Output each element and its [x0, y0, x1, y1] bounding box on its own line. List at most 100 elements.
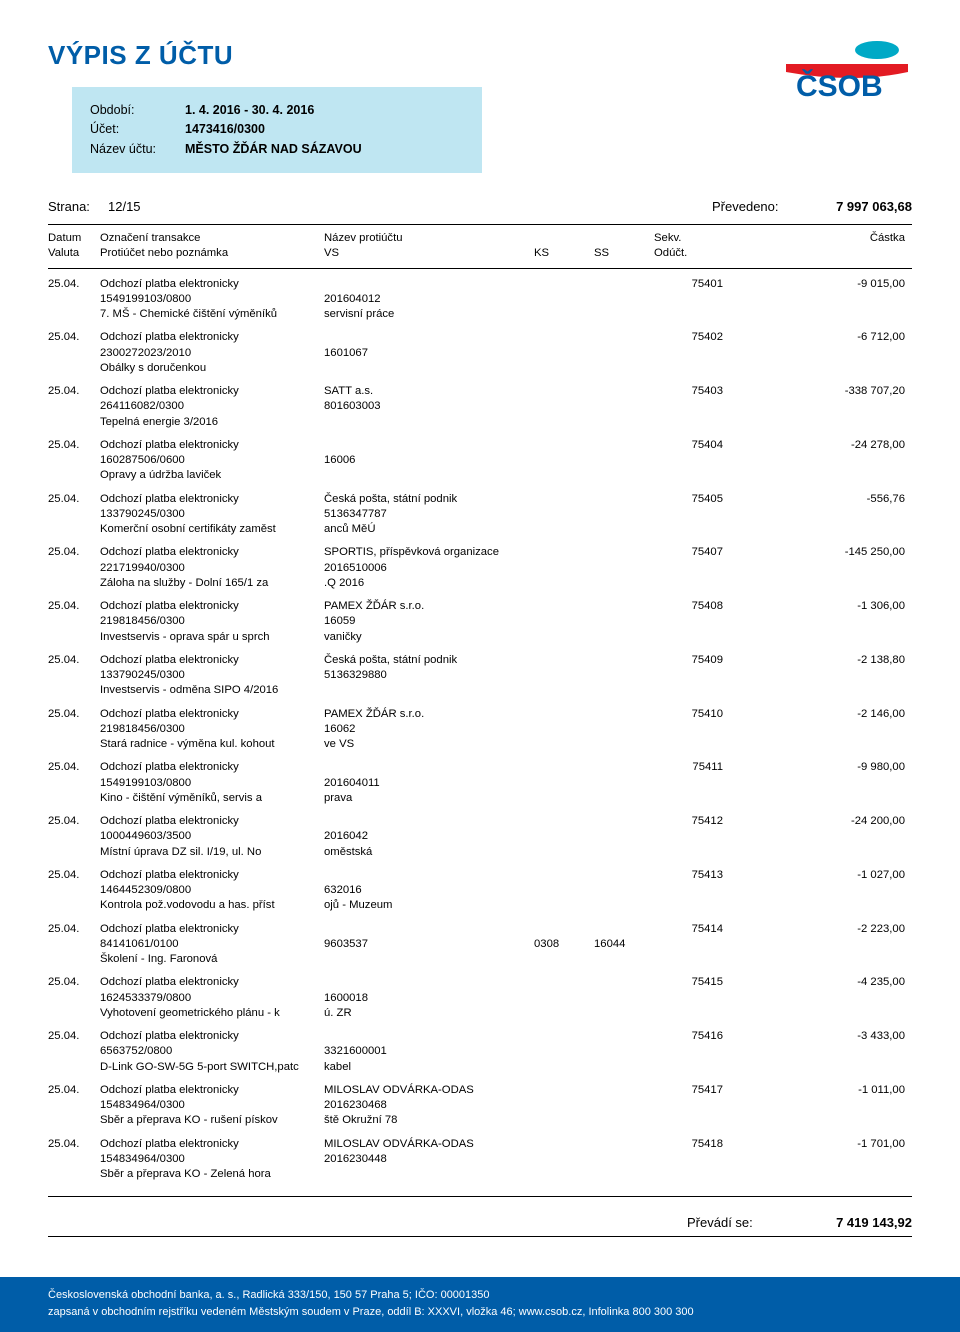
cell-date: 25.04.	[48, 330, 100, 376]
cell-trans-type: Odchozí platba elektronicky	[100, 708, 239, 720]
cell-amount: -4 235,00	[857, 976, 905, 988]
th-ss: SS	[594, 247, 609, 259]
cell-account: 160287506/0600	[100, 454, 185, 466]
cell-note2: prava	[324, 792, 352, 804]
cell-date: 25.04.	[48, 1137, 100, 1183]
cell-account: 6563752/0800	[100, 1045, 172, 1057]
table-row: 25.04.Odchozí platba elektronicky1337902…	[48, 653, 912, 699]
cell-trans-type: Odchozí platba elektronicky	[100, 600, 239, 612]
cell-ks: 0308	[534, 938, 559, 950]
cell-seq: 75404	[692, 439, 723, 451]
cell-counterparty: SPORTIS, příspěvková organizace	[324, 546, 499, 558]
cell-account: 84141061/0100	[100, 938, 179, 950]
cell-date: 25.04.	[48, 707, 100, 753]
cell-trans-type: Odchozí platba elektronicky	[100, 1138, 239, 1150]
cell-trans-type: Odchozí platba elektronicky	[100, 1030, 239, 1042]
cell-account: 1000449603/3500	[100, 830, 191, 842]
accountname-value: MĚSTO ŽĎÁR NAD SÁZAVOU	[185, 142, 362, 156]
cell-date: 25.04.	[48, 814, 100, 860]
cell-ss: 16044	[594, 938, 625, 950]
cell-date: 25.04.	[48, 384, 100, 430]
cell-seq: 75412	[692, 815, 723, 827]
cell-seq: 75411	[692, 761, 723, 773]
accountname-label: Název účtu:	[90, 140, 185, 159]
cell-seq: 75402	[692, 331, 723, 343]
cell-date: 25.04.	[48, 1029, 100, 1075]
cell-seq: 75409	[692, 654, 723, 666]
cell-vs: 2016042	[324, 830, 368, 842]
cell-vs: 801603003	[324, 400, 381, 412]
cell-note: Školení - Ing. Faronová	[100, 953, 217, 965]
cell-vs: 1600018	[324, 992, 368, 1004]
th-ks: KS	[534, 247, 549, 259]
cell-vs: 5136347787	[324, 508, 387, 520]
cell-amount: -24 200,00	[851, 815, 905, 827]
cell-amount: -338 707,20	[845, 385, 905, 397]
cell-note: Komerční osobní certifikáty zaměst	[100, 523, 276, 535]
table-row: 25.04.Odchozí platba elektronicky 6563752…	[48, 1029, 912, 1075]
cell-date: 25.04.	[48, 868, 100, 914]
cell-note2: servisní práce	[324, 308, 394, 320]
cell-account: 221719940/0300	[100, 562, 185, 574]
carry-forward: Převádí se: 7 419 143,92	[48, 1215, 912, 1230]
table-row: 25.04.Odchozí platba elektronicky1602875…	[48, 438, 912, 484]
th-date: Datum	[48, 232, 81, 244]
table-row: 25.04.Odchozí platba elektronicky2641160…	[48, 384, 912, 430]
cell-note2: .Q 2016	[324, 577, 364, 589]
cell-note: Sběr a přeprava KO - rušení pískov	[100, 1114, 278, 1126]
cell-note2: vaničky	[324, 631, 362, 643]
cell-note: Záloha na služby - Dolní 165/1 za	[100, 577, 268, 589]
cell-note2: ú. ZR	[324, 1007, 352, 1019]
th-oduct: Odúčt.	[654, 247, 687, 259]
cell-note: Sběr a přeprava KO - Zelená hora	[100, 1168, 271, 1180]
cell-vs: 2016230448	[324, 1153, 387, 1165]
cell-account: 2300272023/2010	[100, 347, 191, 359]
cell-date: 25.04.	[48, 1083, 100, 1129]
cell-note: Místní úprava DZ sil. I/19, ul. No	[100, 846, 261, 858]
th-vs: VS	[324, 247, 339, 259]
cell-date: 25.04.	[48, 277, 100, 323]
cell-counterparty: MILOSLAV ODVÁRKA-ODAS	[324, 1084, 474, 1096]
cell-amount: -2 223,00	[857, 923, 905, 935]
cell-counterparty: Česká pošta, státní podnik	[324, 493, 457, 505]
cell-amount: -3 433,00	[857, 1030, 905, 1042]
table-row: 25.04.Odchozí platba elektronicky1000449…	[48, 814, 912, 860]
cell-seq: 75413	[692, 869, 723, 881]
cell-amount: -145 250,00	[845, 546, 905, 558]
cell-account: 219818456/0300	[100, 723, 185, 735]
table-row: 25.04.Odchozí platba elektronicky1549199…	[48, 277, 912, 323]
cell-counterparty: Česká pošta, státní podnik	[324, 654, 457, 666]
cell-note: Stará radnice - výměna kul. kohout	[100, 738, 275, 750]
cell-note: Vyhotovení geometrického plánu - k	[100, 1007, 280, 1019]
footer-line1: Československá obchodní banka, a. s., Ra…	[48, 1287, 912, 1304]
table-row: 25.04.Odchozí platba elektronicky2198184…	[48, 599, 912, 645]
table-row: 25.04.Odchozí platba elektronicky 1548349…	[48, 1083, 912, 1129]
cell-amount: -6 712,00	[857, 331, 905, 343]
cell-account: 154834964/0300	[100, 1099, 185, 1111]
cell-date: 25.04.	[48, 922, 100, 968]
table-row: 25.04.Odchozí platba elektronicky1464452…	[48, 868, 912, 914]
cell-trans-type: Odchozí platba elektronicky	[100, 869, 239, 881]
cell-vs: 2016230468	[324, 1099, 387, 1111]
cell-amount: -556,76	[867, 493, 905, 505]
cell-amount: -24 278,00	[851, 439, 905, 451]
page-meta: Strana: 12/15 Převedeno: 7 997 063,68	[48, 199, 912, 214]
cell-account: 133790245/0300	[100, 508, 185, 520]
table-row: 25.04.Odchozí platba elektronicky1337902…	[48, 492, 912, 538]
cell-trans-type: Odchozí platba elektronicky	[100, 923, 239, 935]
cell-trans-type: Odchozí platba elektronicky	[100, 385, 239, 397]
cell-vs: 1601067	[324, 347, 368, 359]
cell-account: 1624533379/0800	[100, 992, 191, 1004]
cell-account: 1549199103/0800	[100, 777, 191, 789]
cell-trans-type: Odchozí platba elektronicky	[100, 1084, 239, 1096]
cell-note2: ojů - Muzeum	[324, 899, 392, 911]
cell-seq: 75401	[692, 278, 723, 290]
cell-trans-type: Odchozí platba elektronicky	[100, 976, 239, 988]
cell-note: Investservis - odměna SIPO 4/2016	[100, 684, 278, 696]
th-note: Protiúčet nebo poznámka	[100, 247, 228, 259]
cell-trans-type: Odchozí platba elektronicky	[100, 654, 239, 666]
cell-note: Investservis - oprava spár u sprch	[100, 631, 270, 643]
cell-note: Opravy a údržba laviček	[100, 469, 221, 481]
cell-date: 25.04.	[48, 545, 100, 591]
cell-trans-type: Odchozí platba elektronicky	[100, 439, 239, 451]
